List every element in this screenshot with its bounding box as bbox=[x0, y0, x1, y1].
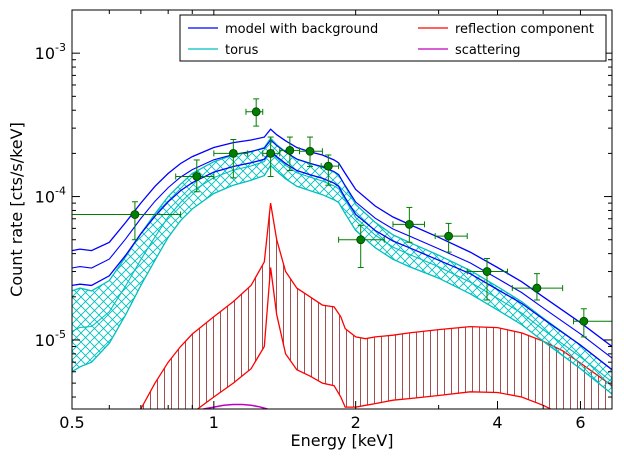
data-point bbox=[511, 273, 564, 301]
data-marker bbox=[251, 107, 261, 117]
reflection-upper-line bbox=[140, 202, 612, 409]
x-tick-label: 1 bbox=[209, 413, 219, 432]
legend-box bbox=[179, 14, 607, 62]
reflection-band bbox=[140, 203, 612, 409]
torus-band bbox=[72, 138, 612, 394]
scattering-line bbox=[203, 403, 268, 409]
x-axis-label: Energy [keV] bbox=[290, 431, 393, 450]
data-marker bbox=[404, 219, 414, 229]
torus-mid-line bbox=[72, 150, 612, 383]
model-mid-line bbox=[72, 139, 612, 359]
legend: model with background torus reflection com… bbox=[179, 14, 607, 62]
data-point bbox=[392, 206, 426, 243]
data-marker bbox=[579, 316, 589, 326]
data-marker bbox=[356, 235, 366, 245]
reflection-lower-line bbox=[196, 267, 553, 409]
legend-entry: torus bbox=[188, 43, 259, 58]
plot-area bbox=[72, 10, 612, 409]
data-marker bbox=[323, 161, 333, 171]
y-axis-label: Count rate [cts/s/keV] bbox=[7, 122, 26, 297]
x-tick-label: 0.5 bbox=[59, 413, 84, 432]
x-tick-label: 6 bbox=[575, 413, 585, 432]
data-marker bbox=[130, 210, 140, 219]
model-lower-line bbox=[72, 150, 612, 371]
data-marker bbox=[444, 231, 454, 241]
legend-label: scattering bbox=[455, 43, 521, 58]
legend-entry: scattering bbox=[418, 43, 521, 58]
y-tick-label: 10-4 bbox=[35, 185, 66, 207]
axis-ticks: 0.5 1 2 4 6 10-5 10-4 10-3 bbox=[35, 9, 613, 432]
torus-lower-line bbox=[72, 164, 612, 395]
data-marker bbox=[305, 146, 315, 156]
data-marker bbox=[192, 172, 202, 181]
data-point bbox=[245, 98, 264, 127]
data-point bbox=[213, 138, 249, 179]
data-point bbox=[320, 154, 340, 186]
legend-label: torus bbox=[225, 43, 259, 58]
data-point bbox=[175, 159, 215, 193]
data-point bbox=[466, 257, 508, 301]
data-marker bbox=[482, 267, 492, 276]
data-point bbox=[262, 136, 281, 178]
x-tick-label: 2 bbox=[351, 413, 361, 432]
data-point bbox=[338, 224, 385, 269]
data-marker bbox=[228, 148, 238, 158]
data-point bbox=[72, 201, 182, 241]
data-point bbox=[573, 308, 612, 338]
data-point bbox=[299, 136, 323, 168]
data-marker bbox=[266, 148, 276, 158]
legend-label: reflection component bbox=[455, 22, 594, 37]
y-tick-label: 10-5 bbox=[35, 328, 66, 350]
data-marker bbox=[285, 145, 295, 155]
y-tick-label: 10-3 bbox=[35, 41, 66, 63]
data-point bbox=[434, 222, 468, 253]
data-marker bbox=[532, 283, 542, 293]
legend-label: model with background bbox=[225, 22, 378, 37]
x-tick-label: 4 bbox=[492, 413, 502, 432]
axes-frame bbox=[71, 9, 613, 410]
legend-entry: reflection component bbox=[418, 22, 594, 37]
legend-entry: model with background bbox=[188, 22, 378, 37]
model-upper-line bbox=[72, 128, 612, 348]
